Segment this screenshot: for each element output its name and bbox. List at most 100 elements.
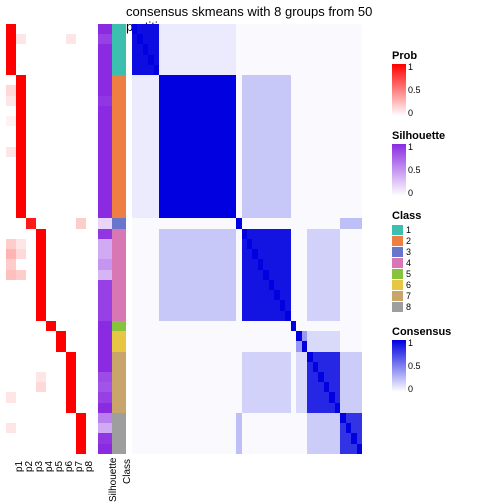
prob-cell (76, 44, 86, 54)
prob-cell (36, 137, 46, 147)
prob-cell (6, 300, 16, 310)
prob-cell (26, 106, 36, 116)
prob-cell (76, 270, 86, 280)
prob-cell (26, 341, 36, 351)
prob-cell (46, 352, 56, 362)
prob-cell (16, 311, 26, 321)
prob-cell (16, 44, 26, 54)
prob-cell (66, 167, 76, 177)
prob-cell (66, 341, 76, 351)
cons-cell (357, 96, 362, 106)
prob-cell (66, 147, 76, 157)
cons-cell (357, 75, 362, 85)
prob-cell (36, 85, 46, 95)
prob-cell (46, 290, 56, 300)
prob-cell (6, 352, 16, 362)
prob-cell (16, 178, 26, 188)
prob-cell (56, 229, 66, 239)
prob-cell (26, 218, 36, 228)
consensus-column (357, 24, 362, 454)
prob-cell (76, 157, 86, 167)
prob-cell (76, 331, 86, 341)
cons-cell (357, 433, 362, 443)
legend-class-label: 7 (406, 291, 411, 301)
prob-cell (76, 198, 86, 208)
legend-sil-title: Silhouette (392, 130, 500, 142)
prob-cell (56, 392, 66, 402)
prob-cell (46, 75, 56, 85)
prob-cell (6, 341, 16, 351)
prob-cell (6, 24, 16, 34)
cons-cell (357, 259, 362, 269)
prob-cell (66, 239, 76, 249)
xlabel-class: Class (122, 459, 133, 484)
tick: 0.5 (408, 85, 421, 95)
prob-cell (6, 331, 16, 341)
cons-cell (357, 290, 362, 300)
prob-cell (56, 75, 66, 85)
cons-cell (357, 423, 362, 433)
sil-cell (98, 85, 112, 95)
legend-class-item: 3 (392, 246, 500, 257)
prob-cell (76, 137, 86, 147)
prob-cell (76, 372, 86, 382)
prob-cell (36, 382, 46, 392)
class-cell (112, 392, 126, 402)
prob-cell (26, 259, 36, 269)
prob-cell (46, 362, 56, 372)
prob-cell (6, 392, 16, 402)
cons-cell (357, 34, 362, 44)
class-cell (112, 75, 126, 85)
prob-cell (56, 433, 66, 443)
prob-cell (16, 352, 26, 362)
sil-cell (98, 444, 112, 454)
class-cell (112, 147, 126, 157)
legend-class-label: 2 (406, 236, 411, 246)
prob-cell (76, 362, 86, 372)
prob-cell (36, 75, 46, 85)
prob-column (66, 24, 76, 454)
prob-cell (26, 188, 36, 198)
sil-cell (98, 311, 112, 321)
prob-cell (6, 413, 16, 423)
class-cell (112, 65, 126, 75)
prob-cell (36, 423, 46, 433)
tick: 0 (408, 384, 413, 394)
class-cell (112, 372, 126, 382)
prob-cell (66, 157, 76, 167)
prob-cell (36, 116, 46, 126)
sil-cell (98, 106, 112, 116)
prob-cell (46, 321, 56, 331)
prob-cell (26, 423, 36, 433)
cons-cell (357, 208, 362, 218)
cons-cell (357, 85, 362, 95)
prob-cell (66, 137, 76, 147)
prob-cell (46, 413, 56, 423)
class-cell (112, 321, 126, 331)
prob-cell (76, 24, 86, 34)
prob-cell (56, 249, 66, 259)
prob-cell (6, 44, 16, 54)
prob-cell (6, 444, 16, 454)
prob-cell (46, 372, 56, 382)
legend-cons-gradient (392, 340, 406, 392)
prob-cell (66, 444, 76, 454)
class-cell (112, 229, 126, 239)
prob-cell (26, 55, 36, 65)
cons-cell (357, 403, 362, 413)
sil-cell (98, 280, 112, 290)
sil-cell (98, 270, 112, 280)
class-cell (112, 341, 126, 351)
sil-cell (98, 116, 112, 126)
prob-cell (46, 300, 56, 310)
prob-cell (16, 167, 26, 177)
prob-cell (66, 178, 76, 188)
legend-class-item: 1 (392, 224, 500, 235)
legend-class-label: 3 (406, 247, 411, 257)
prob-cell (46, 331, 56, 341)
prob-cell (56, 198, 66, 208)
prob-cell (56, 208, 66, 218)
prob-cell (56, 106, 66, 116)
legend-cons: Consensus 1 0.5 0 (392, 326, 500, 392)
prob-cell (46, 106, 56, 116)
